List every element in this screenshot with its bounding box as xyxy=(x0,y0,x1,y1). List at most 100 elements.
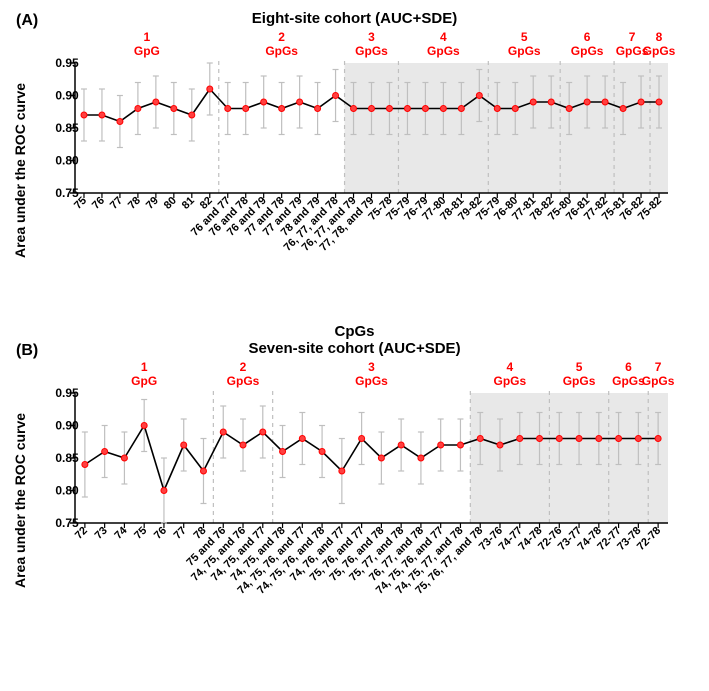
data-marker xyxy=(422,106,428,112)
data-marker xyxy=(477,436,483,442)
data-marker xyxy=(512,106,518,112)
data-marker xyxy=(121,455,127,461)
group-num: 6 xyxy=(625,360,632,374)
data-marker xyxy=(280,449,286,455)
data-marker xyxy=(576,436,582,442)
figure: (A) Eight-site cohort (AUC+SDE) Area und… xyxy=(10,10,699,643)
data-marker xyxy=(517,436,523,442)
panel-b-title: Seven-site cohort (AUC+SDE) xyxy=(10,340,699,357)
group-text: GpG xyxy=(131,374,157,388)
group-num: 7 xyxy=(629,30,636,44)
data-marker xyxy=(189,112,195,118)
data-marker xyxy=(566,106,572,112)
group-num: 3 xyxy=(368,360,375,374)
group-num: 6 xyxy=(584,30,591,44)
data-marker xyxy=(171,106,177,112)
group-num: 3 xyxy=(368,30,375,44)
x-tick-label: 79 xyxy=(144,195,161,212)
data-marker xyxy=(339,468,345,474)
data-marker xyxy=(135,106,141,112)
data-marker xyxy=(616,436,622,442)
data-marker xyxy=(243,106,249,112)
data-marker xyxy=(200,468,206,474)
data-marker xyxy=(261,99,267,105)
data-marker xyxy=(153,99,159,105)
data-marker xyxy=(497,442,503,448)
panel-a-chart: 0.750.800.850.900.95757677787980818276 a… xyxy=(30,27,680,313)
x-tick-label: 77 xyxy=(108,195,125,212)
data-marker xyxy=(635,436,641,442)
data-marker xyxy=(556,436,562,442)
group-text: GpGs xyxy=(355,44,388,58)
data-marker xyxy=(82,462,88,468)
panel-a-chart-wrap: Area under the ROC curve 0.750.800.850.9… xyxy=(10,27,699,313)
data-marker xyxy=(81,112,87,118)
data-marker xyxy=(494,106,500,112)
x-tick-label: 73 xyxy=(93,525,110,542)
data-marker xyxy=(602,99,608,105)
panel-b: (B) Seven-site cohort (AUC+SDE) Area und… xyxy=(10,340,699,643)
panel-a-title: Eight-site cohort (AUC+SDE) xyxy=(10,10,699,27)
data-marker xyxy=(161,488,167,494)
data-marker xyxy=(359,436,365,442)
group-text: GpGs xyxy=(355,374,388,388)
panel-a: (A) Eight-site cohort (AUC+SDE) Area und… xyxy=(10,10,699,313)
data-marker xyxy=(351,106,357,112)
group-text: GpGs xyxy=(612,374,645,388)
data-marker xyxy=(297,99,303,105)
group-num: 1 xyxy=(144,30,151,44)
data-marker xyxy=(260,429,266,435)
x-tick-label: 80 xyxy=(162,195,179,212)
panel-b-chart-wrap: Area under the ROC curve 0.750.800.850.9… xyxy=(10,357,699,643)
data-marker xyxy=(141,423,147,429)
group-text: GpGs xyxy=(427,44,460,58)
data-marker xyxy=(225,106,231,112)
x-tick-label: 74 xyxy=(112,524,130,542)
group-num: 2 xyxy=(278,30,285,44)
group-text: GpGs xyxy=(571,44,604,58)
group-num: 1 xyxy=(141,360,148,374)
x-tick-label: 77 xyxy=(172,525,189,542)
data-marker xyxy=(655,436,661,442)
data-marker xyxy=(548,99,554,105)
data-marker xyxy=(117,119,123,125)
data-marker xyxy=(240,442,246,448)
x-tick-label: 75 xyxy=(132,525,149,542)
data-marker xyxy=(404,106,410,112)
data-marker xyxy=(99,112,105,118)
group-text: GpGs xyxy=(508,44,541,58)
data-marker xyxy=(656,99,662,105)
group-text: GpGs xyxy=(265,44,298,58)
group-num: 2 xyxy=(240,360,247,374)
panel-b-ylabel: Area under the ROC curve xyxy=(10,357,30,643)
data-marker xyxy=(458,106,464,112)
data-marker xyxy=(476,93,482,99)
center-cpgs-label: CpGs xyxy=(10,323,699,340)
data-marker xyxy=(596,436,602,442)
group-num: 7 xyxy=(655,360,662,374)
group-num: 5 xyxy=(576,360,583,374)
shade-region xyxy=(345,63,668,193)
x-tick-label: 78 xyxy=(126,195,143,212)
data-marker xyxy=(537,436,543,442)
x-tick-label: 81 xyxy=(180,195,197,212)
panel-a-ylabel: Area under the ROC curve xyxy=(10,27,30,313)
data-marker xyxy=(315,106,321,112)
data-marker xyxy=(369,106,375,112)
data-marker xyxy=(333,93,339,99)
data-marker xyxy=(207,86,213,92)
panel-b-chart: 0.750.800.850.900.957273747576777875 and… xyxy=(30,357,680,643)
data-marker xyxy=(584,99,590,105)
data-marker xyxy=(319,449,325,455)
data-marker xyxy=(181,442,187,448)
data-marker xyxy=(378,455,384,461)
group-text: GpGs xyxy=(227,374,260,388)
data-marker xyxy=(440,106,446,112)
group-num: 4 xyxy=(440,30,447,44)
data-marker xyxy=(220,429,226,435)
group-text: GpGs xyxy=(643,44,676,58)
data-marker xyxy=(398,442,404,448)
data-marker xyxy=(457,442,463,448)
data-marker xyxy=(386,106,392,112)
data-marker xyxy=(530,99,536,105)
